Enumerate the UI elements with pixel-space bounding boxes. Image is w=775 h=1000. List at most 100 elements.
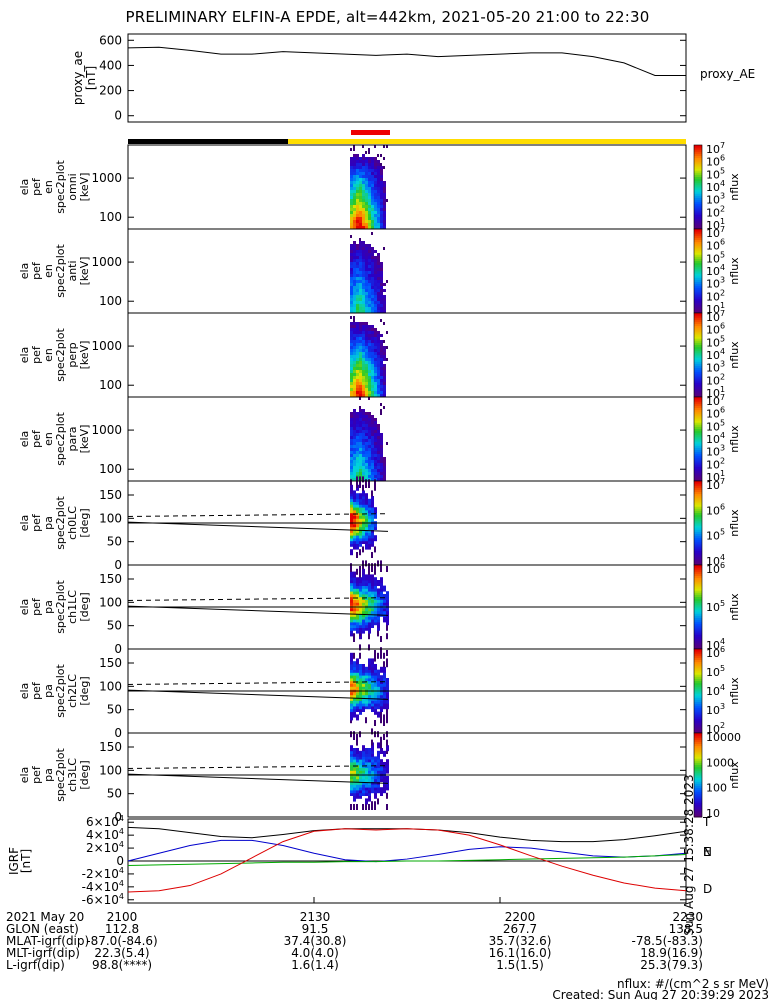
colorbar-tick-label: 105 [706, 664, 725, 679]
data-cell [359, 418, 362, 421]
colorbar-cell [694, 602, 702, 606]
data-cell [356, 552, 358, 558]
data-cell [350, 181, 353, 184]
data-cell [368, 163, 371, 166]
y-axis-label: [keV] [78, 173, 91, 202]
data-cell [350, 571, 353, 578]
y-tick-label: 100 [99, 595, 122, 609]
colorbar-tick-label: 104 [706, 179, 725, 194]
data-cell [362, 421, 365, 424]
data-cell [368, 220, 371, 223]
data-cell [368, 250, 371, 253]
data-cell [368, 424, 371, 427]
y-tick-label: 100 [99, 294, 122, 308]
data-cell [356, 298, 359, 301]
data-cell [350, 178, 353, 181]
data-cell [356, 714, 359, 721]
colorbar-cell [694, 804, 702, 807]
data-cell [368, 208, 371, 211]
colorbar-cell [694, 478, 702, 482]
colorbar-cell [694, 218, 702, 222]
data-cell [377, 475, 380, 478]
data-cell [350, 479, 352, 486]
data-cell [359, 325, 362, 328]
colorbar-cell [694, 686, 702, 690]
data-cell [365, 466, 368, 469]
colorbar-cell [694, 474, 702, 478]
data-cell [368, 346, 371, 349]
data-cell [362, 358, 365, 361]
data-cell [377, 630, 379, 637]
data-cell [356, 424, 359, 427]
data-cell [350, 436, 353, 439]
colorbar-cell [694, 630, 702, 633]
colorbar-cell [694, 348, 702, 352]
data-cell [353, 382, 356, 385]
data-cell [374, 304, 377, 307]
data-cell [368, 442, 371, 445]
spectrogram-panel [350, 644, 389, 726]
colorbar-cell [694, 701, 702, 705]
data-cell [383, 734, 385, 740]
data-cell [377, 292, 380, 295]
data-cell [356, 220, 359, 223]
colorbar-cell [694, 208, 702, 211]
data-cell [359, 376, 362, 379]
data-cell [365, 289, 368, 292]
data-cell [365, 181, 368, 184]
colorbar-cell [694, 279, 702, 282]
colorbar-cell [694, 707, 702, 711]
colorbar-cell [694, 283, 702, 287]
data-cell [359, 334, 362, 337]
data-cell [380, 223, 383, 226]
y-tick-label: 150 [99, 656, 122, 670]
data-cell [350, 439, 353, 442]
data-cell [365, 160, 368, 163]
data-cell [365, 427, 368, 430]
data-cell [356, 439, 359, 442]
data-cell [374, 220, 377, 223]
data-cell [362, 199, 365, 202]
data-cell [371, 382, 374, 385]
data-cell [380, 355, 383, 358]
data-cell [371, 436, 374, 439]
colorbar-cell [694, 445, 702, 448]
data-cell [383, 307, 386, 310]
data-cell [374, 205, 377, 208]
data-cell [380, 591, 383, 598]
data-cell [371, 349, 374, 352]
data-cell [368, 412, 371, 415]
data-cell [374, 352, 377, 355]
data-cell [383, 166, 385, 169]
data-cell [368, 169, 371, 172]
colorbar-cell [694, 609, 702, 612]
y-axis-label: ela [18, 431, 31, 448]
data-cell [353, 427, 356, 430]
data-cell [359, 295, 362, 298]
data-cell [368, 364, 371, 367]
data-cell [374, 217, 377, 220]
colorbar-cell [694, 386, 702, 390]
data-cell [350, 292, 353, 295]
data-cell [380, 298, 383, 301]
data-cell [374, 166, 377, 169]
data-cell [368, 624, 371, 631]
colorbar-cell [694, 523, 702, 526]
colorbar-cell [694, 806, 702, 810]
data-cell [356, 304, 359, 307]
data-cell [383, 478, 386, 481]
data-cell [371, 181, 374, 184]
colorbar-label: nflux [728, 761, 741, 789]
data-cell [377, 205, 380, 208]
data-cell [353, 175, 356, 178]
data-cell [383, 199, 386, 202]
colorbar-cell [694, 439, 702, 442]
colorbar-cell [694, 512, 702, 516]
data-cell [362, 322, 365, 325]
colorbar-cell [694, 182, 702, 186]
data-cell [380, 466, 383, 469]
data-cell [380, 208, 383, 211]
data-cell [362, 310, 365, 313]
data-cell [365, 430, 368, 433]
